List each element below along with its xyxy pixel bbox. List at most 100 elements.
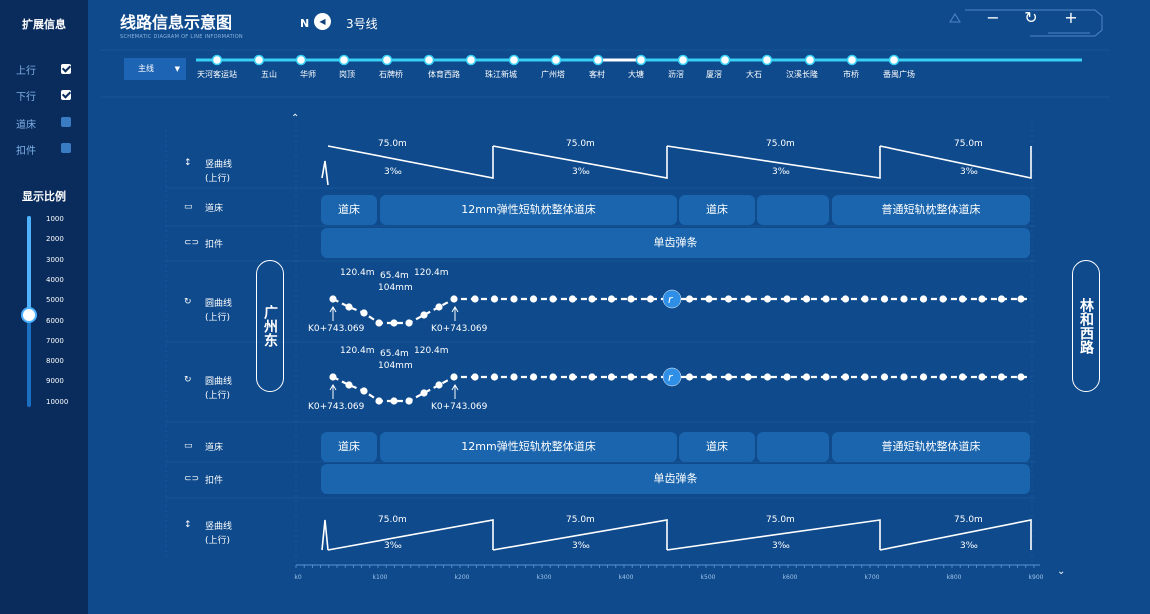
bed-segment[interactable]: 道床 [321,432,377,462]
station-dot[interactable] [550,54,562,66]
station-label[interactable]: 天河客运站 [197,70,237,79]
fastener-segment[interactable]: 单齿弹条 [321,464,1030,494]
track-node[interactable] [360,309,368,317]
station-label[interactable]: 大塘 [628,70,644,79]
track-node[interactable] [997,295,1006,303]
track-node[interactable] [763,373,772,381]
track-node[interactable] [861,295,869,303]
track-node[interactable] [549,373,557,381]
track-node[interactable] [529,373,538,381]
refresh-button[interactable]: ↻ [1024,8,1038,27]
track-node[interactable] [724,295,733,303]
station-dot[interactable] [381,54,393,66]
track-node[interactable] [607,373,616,381]
track-node[interactable] [390,397,398,405]
option-bed-checkbox[interactable] [61,117,71,127]
bed-segment[interactable]: 12mm弹性短轨枕整体道床 [380,195,677,225]
station-label[interactable]: 五山 [261,70,277,79]
track-node[interactable] [978,295,986,303]
track-node[interactable] [919,373,928,381]
track-node[interactable] [783,295,791,303]
station-dot[interactable] [719,54,731,66]
track-node[interactable] [763,295,772,303]
track-node[interactable] [997,373,1006,381]
station-dot[interactable] [295,54,307,66]
station-dot[interactable] [846,54,858,66]
station-dot[interactable] [253,54,265,66]
bed-segment[interactable] [757,195,829,225]
line-type-select[interactable]: 主线 ▼ [124,58,186,80]
track-node[interactable] [744,373,752,381]
track-node[interactable] [510,373,518,381]
track-node[interactable] [919,295,928,303]
station-label[interactable]: 番禺广场 [883,70,915,79]
track-node[interactable] [529,295,538,303]
track-node[interactable] [685,373,694,381]
track-node[interactable] [1017,373,1025,381]
fastener-segment[interactable]: 单齿弹条 [321,228,1030,258]
track-node[interactable] [627,373,635,381]
track-node[interactable] [802,295,811,303]
track-node[interactable] [880,373,889,381]
track-node[interactable] [510,295,518,303]
track-node[interactable] [900,373,908,381]
track-node[interactable] [861,373,869,381]
track-node[interactable] [329,295,337,303]
track-node[interactable] [744,295,752,303]
track-node[interactable] [420,311,428,319]
track-node[interactable] [568,295,577,303]
station-dot[interactable] [677,54,689,66]
track-node[interactable] [880,295,889,303]
track-node[interactable] [568,373,577,381]
station-dot[interactable] [592,54,604,66]
track-node[interactable] [375,397,383,405]
station-label[interactable]: 珠江新城 [485,70,517,79]
track-node[interactable] [685,295,694,303]
track-node[interactable] [978,373,986,381]
option-up-checkbox[interactable] [61,64,71,74]
track-node[interactable] [345,381,353,389]
station-label[interactable]: 市桥 [843,70,859,79]
track-node[interactable] [405,397,413,405]
station-label[interactable]: 石牌桥 [379,70,403,79]
station-dot[interactable] [423,54,435,66]
curve-radius-icon[interactable] [662,367,682,387]
station-label[interactable]: 体育西路 [428,70,460,79]
compass-icon[interactable]: ◀ [314,13,331,30]
track-node[interactable] [435,303,443,311]
track-node[interactable] [360,387,368,395]
station-dot[interactable] [761,54,773,66]
track-node[interactable] [841,373,850,381]
track-node[interactable] [646,373,655,381]
track-node[interactable] [841,295,850,303]
station-label[interactable]: 广州塔 [541,70,565,79]
track-node[interactable] [939,295,947,303]
track-node[interactable] [471,373,479,381]
track-node[interactable] [958,295,967,303]
station-label[interactable]: 沥滘 [668,70,684,79]
station-dot[interactable] [211,54,223,66]
option-fastener-checkbox[interactable] [61,143,71,153]
track-node[interactable] [958,373,967,381]
station-dot[interactable] [465,54,477,66]
track-node[interactable] [549,295,557,303]
station-label[interactable]: 厦滘 [706,70,722,79]
option-down-checkbox[interactable] [61,90,71,100]
track-node[interactable] [490,373,499,381]
station-label[interactable]: 客村 [589,70,605,79]
track-node[interactable] [390,319,398,327]
station-dot[interactable] [635,54,647,66]
station-dot[interactable] [888,54,900,66]
track-node[interactable] [783,373,791,381]
track-node[interactable] [405,319,413,327]
station-dot[interactable] [804,54,816,66]
track-node[interactable] [471,295,479,303]
scale-slider-handle[interactable] [21,307,37,323]
track-node[interactable] [420,389,428,397]
station-label[interactable]: 大石 [746,70,762,79]
track-node[interactable] [490,295,499,303]
bed-segment[interactable]: 12mm弹性短轨枕整体道床 [380,432,677,462]
station-label[interactable]: 汉溪长隆 [786,70,818,79]
track-node[interactable] [1017,295,1025,303]
track-node[interactable] [450,373,458,381]
